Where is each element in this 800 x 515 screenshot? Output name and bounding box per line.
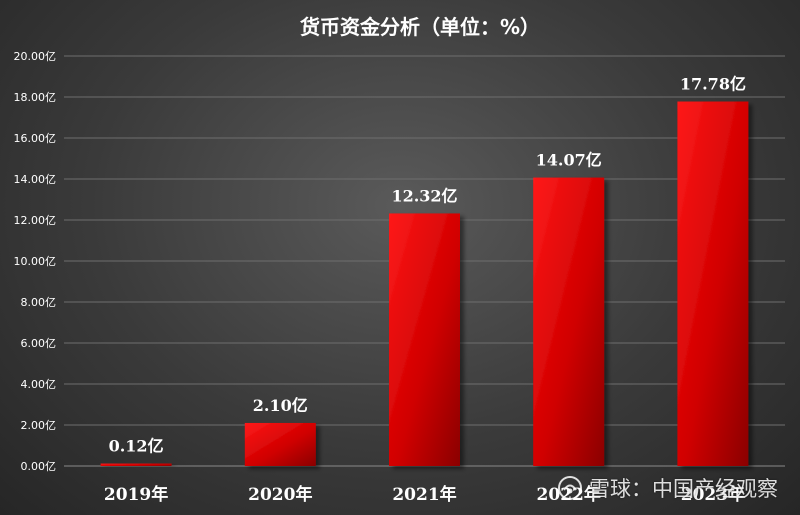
watermark: 雪球：中国产经观察 (557, 473, 778, 503)
y-tick-label: 6.00亿 (21, 337, 57, 350)
bar-2020年 (244, 422, 316, 466)
data-labels: 0.12亿 2.10亿 12.32亿 14.07亿 17.78亿 (109, 75, 746, 456)
x-tick-label: 2023年 (681, 484, 745, 505)
bar-2023年 (677, 101, 749, 466)
y-tick-label: 0.00亿 (21, 460, 57, 473)
y-axis: 0.00亿 2.00亿 4.00亿 6.00亿 8.00亿 10.00亿 12.00亿 14.… (14, 50, 57, 473)
watermark-text: 雪球：中国产经观察 (589, 477, 778, 501)
bar-2021年 (389, 213, 460, 466)
x-tick-label: 2021年 (392, 484, 456, 505)
data-label: 14.07亿 (536, 151, 602, 170)
bars (100, 101, 749, 466)
y-tick-label: 12.00亿 (14, 214, 57, 227)
y-tick-label: 10.00亿 (14, 255, 57, 268)
y-tick-label: 18.00亿 (14, 91, 57, 104)
x-tick-label: 2022年 (537, 484, 601, 505)
y-tick-label: 8.00亿 (21, 296, 57, 309)
data-label: 0.12亿 (109, 437, 164, 456)
y-tick-label: 2.00亿 (21, 419, 57, 432)
x-axis: 2019年 2020年 2021年 2022年 2023年 (104, 484, 745, 505)
data-label: 17.78亿 (680, 75, 746, 94)
snowball-logo-icon (558, 476, 582, 500)
data-label: 2.10亿 (253, 396, 308, 415)
y-tick-label: 4.00亿 (21, 378, 57, 391)
y-tick-label: 20.00亿 (14, 50, 57, 63)
x-tick-label: 2019年 (104, 484, 168, 505)
y-tick-label: 16.00亿 (14, 132, 57, 145)
bar-2019年 (100, 463, 172, 466)
chart-title: 货币资金分析（单位：%） (300, 15, 540, 39)
y-tick-label: 14.00亿 (14, 173, 57, 186)
bar-2022年 (533, 177, 605, 466)
data-label: 12.32亿 (391, 186, 457, 205)
x-tick-label: 2020年 (248, 484, 312, 505)
